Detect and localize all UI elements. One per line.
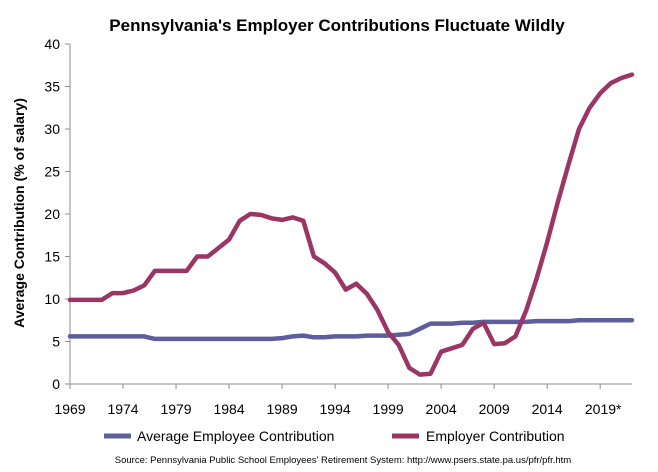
x-tick-label: 1989: [266, 401, 297, 417]
x-tick-label: 2009: [479, 401, 510, 417]
y-tick-label: 0: [52, 376, 60, 392]
y-axis-label: Average Contribution (% of salary): [11, 98, 27, 328]
chart-title: Pennsylvania's Employer Contributions Fl…: [109, 16, 565, 35]
x-axis: 1969 1974 1979 1984 1989 1994 1999 2004 2009 2014…: [54, 384, 622, 417]
x-tick-label: 2004: [426, 401, 457, 417]
legend: Average Employee Contribution Employer C…: [104, 428, 565, 444]
legend-label-employee: Average Employee Contribution: [137, 428, 334, 444]
x-tick-label: 1974: [107, 401, 138, 417]
x-tick-label: 2019*: [585, 401, 622, 417]
y-axis: 0 5 10 15 20 25 30 35 40: [44, 36, 70, 392]
y-tick-label: 20: [44, 206, 60, 222]
y-tick-label: 10: [44, 291, 60, 307]
x-tick-label: 2014: [532, 401, 563, 417]
x-tick-label: 1969: [54, 401, 85, 417]
x-tick-label: 1984: [213, 401, 244, 417]
series-line-employer: [67, 72, 635, 377]
x-tick-label: 1979: [160, 401, 191, 417]
legend-label-employer: Employer Contribution: [426, 428, 565, 444]
source-note: Source: Pennsylvania Public School Emplo…: [115, 455, 572, 466]
y-tick-label: 15: [44, 249, 60, 265]
y-tick-label: 30: [44, 121, 60, 137]
series-line-employee: [67, 318, 635, 342]
series-lines: [67, 72, 635, 377]
x-tick-label: 1999: [373, 401, 404, 417]
y-tick-label: 25: [44, 164, 60, 180]
y-tick-label: 40: [44, 36, 60, 52]
y-tick-label: 35: [44, 79, 60, 95]
x-tick-label: 1994: [320, 401, 351, 417]
y-tick-label: 5: [52, 334, 60, 350]
